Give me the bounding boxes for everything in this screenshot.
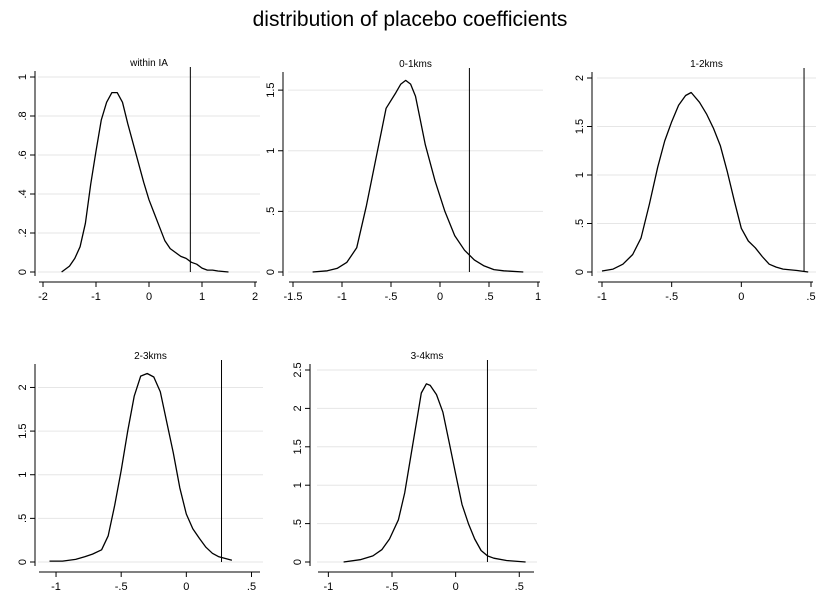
y-tick-label: .5 — [265, 207, 277, 216]
x-tick-label: -1 — [597, 291, 607, 303]
chart-panel-4: 0 .5 1 1.5 2 2.5 -1 -.5 0 .5 3-4kms — [292, 351, 537, 593]
y-tick-label: 1.5 — [292, 439, 304, 454]
chart-panel-3: 0 .5 1 1.5 2 -1 -.5 0 .5 2-3kms — [17, 351, 263, 593]
y-tick-label: 1 — [292, 482, 304, 488]
x-tick-label: -1 — [337, 291, 347, 303]
panel-title: 0-1kms — [399, 59, 432, 70]
y-tick-label: .5 — [292, 519, 304, 528]
y-tick-label: 1 — [17, 74, 29, 80]
x-tick-label: -2 — [38, 291, 48, 303]
chart-panel-0: 0 .2 .4 .6 .8 1 -2 -1 0 1 2 within IA — [17, 58, 260, 303]
y-tick-label: 0 — [265, 269, 277, 275]
x-tick-label: -1 — [323, 581, 333, 593]
x-tick-label: 0 — [453, 581, 459, 593]
chart-panel-1: 0 .5 1 1.5 -1.5 -1 -.5 0 .5 1 0-1kms — [265, 59, 543, 303]
panel-title: 2-3kms — [134, 351, 167, 362]
y-tick-label: 2 — [17, 384, 29, 390]
y-tick-label: .5 — [17, 514, 29, 523]
x-tick-label: -1.5 — [284, 291, 303, 303]
main-title: distribution of placebo coefficients — [252, 8, 568, 31]
y-tick-label: 1.5 — [574, 119, 586, 134]
y-tick-label: .4 — [17, 189, 29, 198]
x-tick-label: .5 — [806, 291, 815, 303]
y-tick-label: 1 — [17, 472, 29, 478]
x-tick-label: .5 — [247, 581, 256, 593]
y-tick-label: 2.5 — [292, 362, 304, 377]
y-tick-label: 0 — [17, 559, 29, 565]
y-tick-label: .2 — [17, 228, 29, 237]
x-tick-label: .5 — [484, 291, 493, 303]
x-tick-label: 0 — [183, 581, 189, 593]
density-curve — [49, 372, 233, 562]
density-curve — [312, 79, 524, 273]
y-tick-label: 0 — [292, 559, 304, 565]
y-tick-label: .8 — [17, 111, 29, 120]
y-tick-label: 1 — [265, 148, 277, 154]
x-tick-label: -1 — [91, 291, 101, 303]
panel-title: 1-2kms — [690, 59, 723, 70]
x-tick-label: .5 — [515, 581, 524, 593]
y-tick-label: 1.5 — [265, 82, 277, 97]
y-tick-label: 1.5 — [17, 423, 29, 438]
x-tick-label: 1 — [535, 291, 541, 303]
y-tick-label: .6 — [17, 150, 29, 159]
y-tick-label: 1 — [574, 172, 586, 178]
y-tick-label: .5 — [574, 219, 586, 228]
x-tick-label: 0 — [437, 291, 443, 303]
density-curve — [601, 91, 809, 273]
panel-title: 3-4kms — [411, 351, 444, 362]
chart-panel-2: 0 .5 1 1.5 2 -1 -.5 0 .5 1-2kms — [574, 59, 816, 303]
x-tick-label: -1 — [51, 581, 61, 593]
y-tick-label: 0 — [574, 269, 586, 275]
x-tick-label: -.5 — [665, 291, 678, 303]
density-curve — [343, 383, 526, 563]
x-tick-label: -.5 — [385, 291, 398, 303]
y-tick-label: 0 — [17, 269, 29, 275]
x-tick-label: 2 — [252, 291, 258, 303]
panel-title: within IA — [129, 58, 168, 69]
x-tick-label: -.5 — [115, 581, 128, 593]
density-curve — [61, 91, 229, 273]
x-tick-label: 0 — [146, 291, 152, 303]
x-tick-label: 1 — [199, 291, 205, 303]
y-tick-label: 2 — [574, 75, 586, 81]
x-tick-label: -.5 — [386, 581, 399, 593]
x-tick-label: 0 — [738, 291, 744, 303]
y-tick-label: 2 — [292, 405, 304, 411]
